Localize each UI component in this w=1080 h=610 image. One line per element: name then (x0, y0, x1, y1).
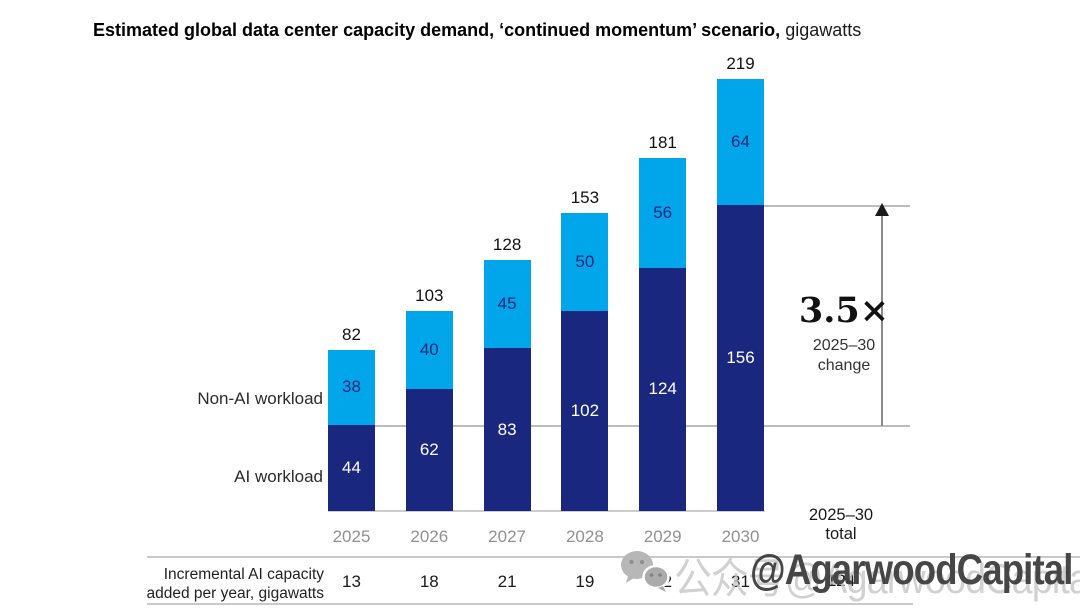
bar-2027-ai-segment: 83 (483, 348, 531, 511)
total-column-header-line1: 2025–30 (808, 506, 874, 524)
x-axis-label-2030: 2030 (721, 527, 760, 546)
bar-2029-ai-segment: 124 (639, 267, 687, 511)
x-axis-baseline (328, 510, 765, 512)
table-value-2029: 22 (653, 572, 673, 591)
bar-2027-total-label: 128 (492, 234, 522, 254)
growth-annotation-period: 2025–30 (812, 337, 876, 354)
bar-2028-nonai-segment: 50 (561, 212, 609, 311)
bar-2025-ai-segment: 44 (328, 424, 375, 511)
bar-2026-total-label: 103 (415, 285, 444, 305)
bar-2027-nonai-segment: 45 (483, 259, 531, 349)
legend-ai-workload: AI workload (234, 467, 323, 486)
growth-multiplier: 3.5× (798, 290, 890, 331)
table-value-2025: 13 (342, 572, 361, 591)
bar-2025-total-label: 82 (342, 324, 361, 344)
bar-2029-total-label: 181 (648, 132, 677, 152)
table-value-2026: 18 (419, 572, 439, 591)
bar-2025-nonai-segment: 38 (328, 349, 375, 425)
table-value-2030: 31 (731, 572, 750, 591)
chart-title: Estimated global data center capacity de… (93, 19, 861, 41)
x-axis-label-2025: 2025 (332, 527, 371, 546)
x-axis-label-2027: 2027 (488, 527, 526, 546)
table-total-value: 124 (826, 571, 856, 590)
chart-title-unit: gigawatts (780, 20, 862, 40)
table-row-label: Incremental AI capacity added per year, … (146, 565, 324, 603)
table-row-label-line2: added per year, gigawatts (146, 585, 324, 602)
table-separator-top (147, 556, 1080, 558)
table-value-2027: 21 (497, 572, 517, 591)
total-column-header: 2025–30 total (790, 506, 892, 544)
growth-arrow-head-icon (875, 203, 889, 216)
bar-2030-ai-segment: 156 (717, 204, 764, 511)
reference-line-ai-2025 (330, 425, 910, 427)
x-axis-label-2028: 2028 (565, 527, 604, 546)
growth-annotation-word: change (817, 357, 871, 374)
chart-title-bold: Estimated global data center capacity de… (93, 20, 781, 40)
x-axis-label-2029: 2029 (643, 527, 682, 546)
bar-2028-total-label: 153 (570, 187, 600, 207)
total-column-header-line2: total (825, 525, 857, 543)
legend-non-ai-workload: Non-AI workload (197, 389, 323, 408)
bar-2030-nonai-segment: 64 (717, 79, 764, 205)
bar-2026-nonai-segment: 40 (405, 310, 453, 390)
growth-annotation: 3.5× 2025–30 change (778, 292, 910, 376)
reference-line-ai-2030 (764, 205, 910, 207)
table-value-2028: 19 (575, 572, 595, 591)
table-row-label-line1: Incremental AI capacity (163, 566, 324, 583)
bar-2028-ai-segment: 102 (561, 310, 609, 511)
table-separator-bottom (147, 603, 913, 605)
bar-2029-nonai-segment: 56 (639, 157, 687, 268)
x-axis-label-2026: 2026 (410, 527, 449, 546)
bar-2026-ai-segment: 62 (405, 389, 453, 511)
bar-2030-total-label: 219 (726, 54, 755, 74)
growth-arrow-line (881, 212, 883, 426)
